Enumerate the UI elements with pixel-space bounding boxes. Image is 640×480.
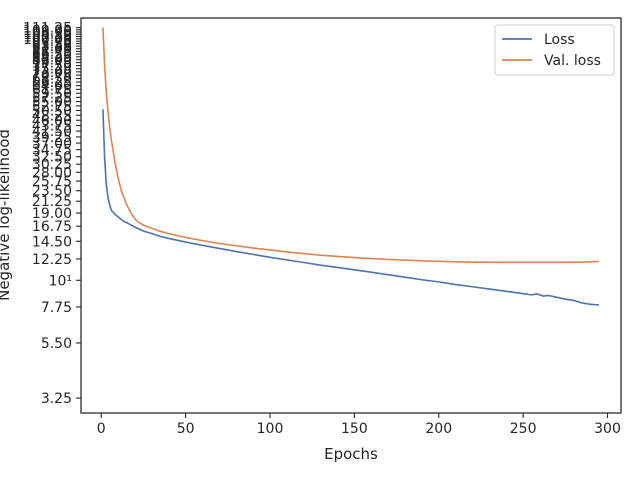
y-tick-label: 64.00 (32, 79, 72, 95)
y-tick-label: 25.75 (32, 174, 72, 190)
y-tick-label: 75.25 (32, 62, 72, 78)
legend-label-1: Val. loss (544, 53, 601, 69)
y-tick-label: 59.50 (32, 86, 72, 102)
y-tick-label: 43.75 (32, 119, 72, 135)
legend: Loss Val. loss (494, 24, 615, 76)
x-tick-label: 0 (97, 421, 106, 437)
y-tick-label: 5.50 (41, 336, 72, 352)
y-tick-label: 88.75 (32, 44, 72, 60)
y-tick-label: 111.25 (23, 21, 72, 37)
y-tick-label: 37.00 (32, 136, 72, 152)
legend-box (494, 24, 615, 76)
y-tick-label: 82.00 (32, 53, 72, 69)
y-tick-label: 3.25 (41, 391, 72, 407)
series-line-0 (102, 109, 600, 306)
y-tick-label: 84.25 (32, 50, 72, 66)
y-tick-label: 93.25 (32, 39, 72, 55)
y-tick-label: 48.25 (32, 108, 72, 124)
y-tick-label: 46.00 (32, 113, 72, 129)
y-tick-label: 7.75 (41, 300, 72, 316)
y-tick-label: 14.50 (32, 234, 72, 250)
y-tick-label: 95.50 (32, 37, 72, 53)
y-tick-label: 32.50 (32, 150, 72, 166)
y-tick-label: 30.25 (32, 157, 72, 173)
y-tick-label: 106.75 (23, 25, 72, 41)
y-tick-label: 100.00 (23, 32, 72, 48)
y-tick-label: 109.00 (23, 23, 72, 39)
y-tick-label: 97.75 (32, 34, 72, 50)
y-tick-label: 61.75 (32, 82, 72, 98)
y-tick-label: 28.00 (32, 165, 72, 181)
x-tick-label: 200 (425, 421, 452, 437)
y-tick-label: 39.25 (32, 130, 72, 146)
y-tick-label: 102.25 (23, 30, 72, 46)
y-tick-label: 55.00 (32, 95, 72, 111)
legend-label-0: Loss (544, 32, 575, 48)
y-tick-label: 34.75 (32, 143, 72, 159)
y-tick-label: 77.50 (32, 59, 72, 75)
y-tick-label: 70.75 (32, 68, 72, 84)
series-line-1 (102, 27, 600, 264)
y-tick-label: 104.50 (23, 27, 72, 43)
y-tick-label: 16.75 (32, 219, 72, 235)
x-tick-label: 100 (257, 421, 284, 437)
y-tick-label: 52.75 (32, 99, 72, 115)
plot-area (80, 17, 622, 414)
x-axis: 0 50 100 150 200 250 300 (97, 413, 621, 437)
x-tick-label: 250 (510, 421, 537, 437)
y-tick-label: 19.00 (32, 206, 72, 222)
y-tick-label: 86.50 (32, 47, 72, 63)
series-layer (102, 27, 600, 306)
y-tick-label: 66.25 (32, 75, 72, 91)
y-tick-label: 91.00 (32, 42, 72, 58)
y-tick-label: 68.50 (32, 72, 72, 88)
y-tick-label: 73.00 (32, 65, 72, 81)
y-tick-label: 57.25 (32, 90, 72, 106)
y-axis-label: Negative log-likelihood (0, 129, 13, 301)
x-tick-label: 300 (594, 421, 621, 437)
x-tick-label: 150 (341, 421, 368, 437)
y-tick-label: 10¹ (49, 273, 72, 289)
y-tick-label: 21.25 (32, 194, 72, 210)
y-tick-label: 23.50 (32, 184, 72, 200)
y-tick-label: 79.75 (32, 56, 72, 72)
y-tick-label: 12.25 (32, 252, 72, 268)
y-axis: 3.25 5.50 7.75 10¹ 12.25 14.5016.7519.0021.25… (23, 21, 81, 407)
y-tick-label: 50.50 (32, 103, 72, 119)
y-tick-label: 41.50 (32, 124, 72, 140)
plot-frame (80, 17, 622, 414)
x-tick-label: 50 (177, 421, 195, 437)
x-axis-label: Epochs (324, 445, 378, 463)
